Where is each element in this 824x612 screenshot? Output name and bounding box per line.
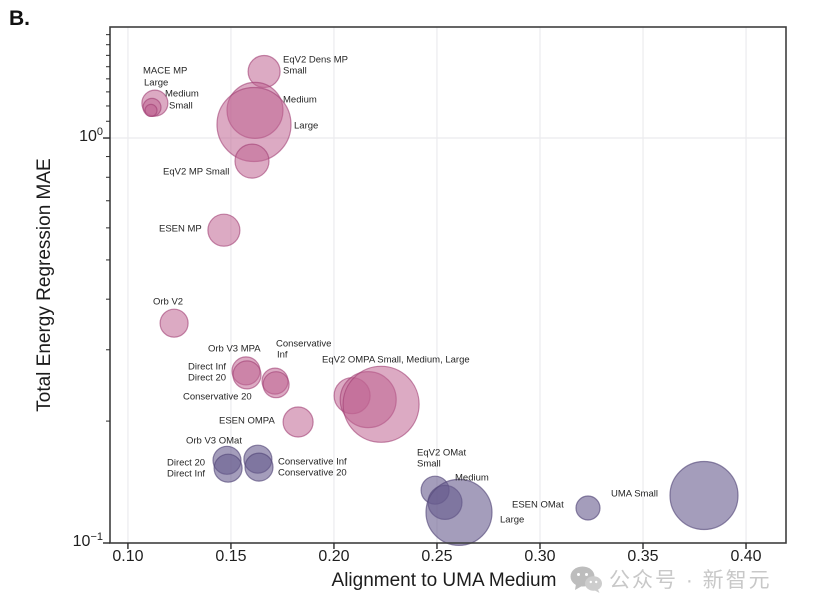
annotation-esen-mp: ESEN MP (159, 223, 202, 235)
x-tick-label-0.10: 0.10 (112, 548, 144, 565)
watermark: 公众号 · 新智元 (570, 564, 772, 594)
annotation-direct-20: Direct 20 (167, 457, 206, 469)
annotation-esen-omat: ESEN OMat (512, 499, 564, 511)
bubble-eqv2-ompa-large (342, 365, 420, 443)
bubble-orb-v3-omat-direct-inf (213, 453, 243, 483)
annotation-direct-inf: Direct Inf (167, 468, 206, 480)
bubble-mace-mp-small (144, 103, 158, 118)
annotation-eqv2-omat: EqV2 OMat (417, 447, 467, 459)
bubble-esen-mp (207, 213, 241, 247)
annotation-medium: Medium (165, 88, 199, 100)
annotation-large: Large (144, 77, 169, 89)
x-tick-label-0.15: 0.15 (215, 548, 247, 565)
panel-label: B. (9, 7, 30, 30)
bubble-orb-v3-mpa-conservative-20 (262, 371, 290, 399)
annotation-orb-v2: Orb V2 (153, 296, 184, 308)
bubble-orb-v3-mpa-direct-20 (232, 360, 262, 390)
annotation-esen-ompa: ESEN OMPA (219, 415, 275, 427)
x-axis-title: Alignment to UMA Medium (331, 570, 557, 591)
x-tick-label-0.20: 0.20 (318, 548, 350, 565)
annotation-medium: Medium (283, 94, 317, 106)
wechat-icon (570, 566, 602, 593)
watermark-text: 公众号 · 新智元 (609, 569, 772, 592)
annotation-eqv2-mp-small: EqV2 MP Small (163, 166, 230, 178)
bubble-orb-v2 (159, 308, 189, 338)
annotation-medium: Medium (455, 472, 489, 484)
x-tick-label-0.40: 0.40 (730, 548, 762, 565)
annotation-small: Small (169, 100, 193, 112)
bubble-esen-ompa (282, 406, 314, 438)
annotation-large: Large (500, 514, 525, 526)
bubble-orb-v3-omat-conservative-20 (244, 452, 274, 482)
annotation-conservative-inf: Conservative Inf (278, 456, 347, 468)
annotation-direct-20: Direct 20 (188, 372, 227, 384)
annotation-conservative: Conservative (276, 338, 332, 350)
bubble-uma-small (669, 460, 739, 531)
plot-border (109, 26, 787, 544)
x-tick-label-0.35: 0.35 (627, 548, 659, 565)
bubble-eqv2-omat-large (425, 478, 493, 547)
annotation-small: Small (417, 458, 441, 470)
annotation-conservative-20: Conservative 20 (183, 391, 252, 403)
x-tick-label-0.25: 0.25 (421, 548, 453, 565)
annotation-eqv2-ompa-small-medium-large: EqV2 OMPA Small, Medium, Large (322, 354, 470, 366)
y-axis-title: Total Energy Regression MAE (34, 158, 55, 412)
annotation-conservative-20: Conservative 20 (278, 467, 347, 479)
annotation-orb-v3-omat: Orb V3 OMat (186, 435, 242, 447)
y-tick-label-10^0: 100 (79, 125, 103, 146)
annotation-mace-mp: MACE MP (143, 65, 188, 77)
annotation-orb-v3-mpa: Orb V3 MPA (208, 343, 261, 355)
annotation-small: Small (283, 65, 307, 77)
annotation-inf: Inf (277, 349, 288, 361)
annotation-uma-small: UMA Small (611, 488, 658, 500)
y-tick-label-10^-1: 10−1 (72, 530, 103, 551)
annotation-large: Large (294, 120, 319, 132)
x-tick-label-0.30: 0.30 (524, 548, 556, 565)
annotation-eqv2-dens-mp: EqV2 Dens MP (283, 54, 348, 66)
bubble-esen-omat (575, 495, 601, 521)
bubble-eqv2-mp-small (234, 143, 270, 179)
annotation-direct-inf: Direct Inf (188, 361, 227, 373)
